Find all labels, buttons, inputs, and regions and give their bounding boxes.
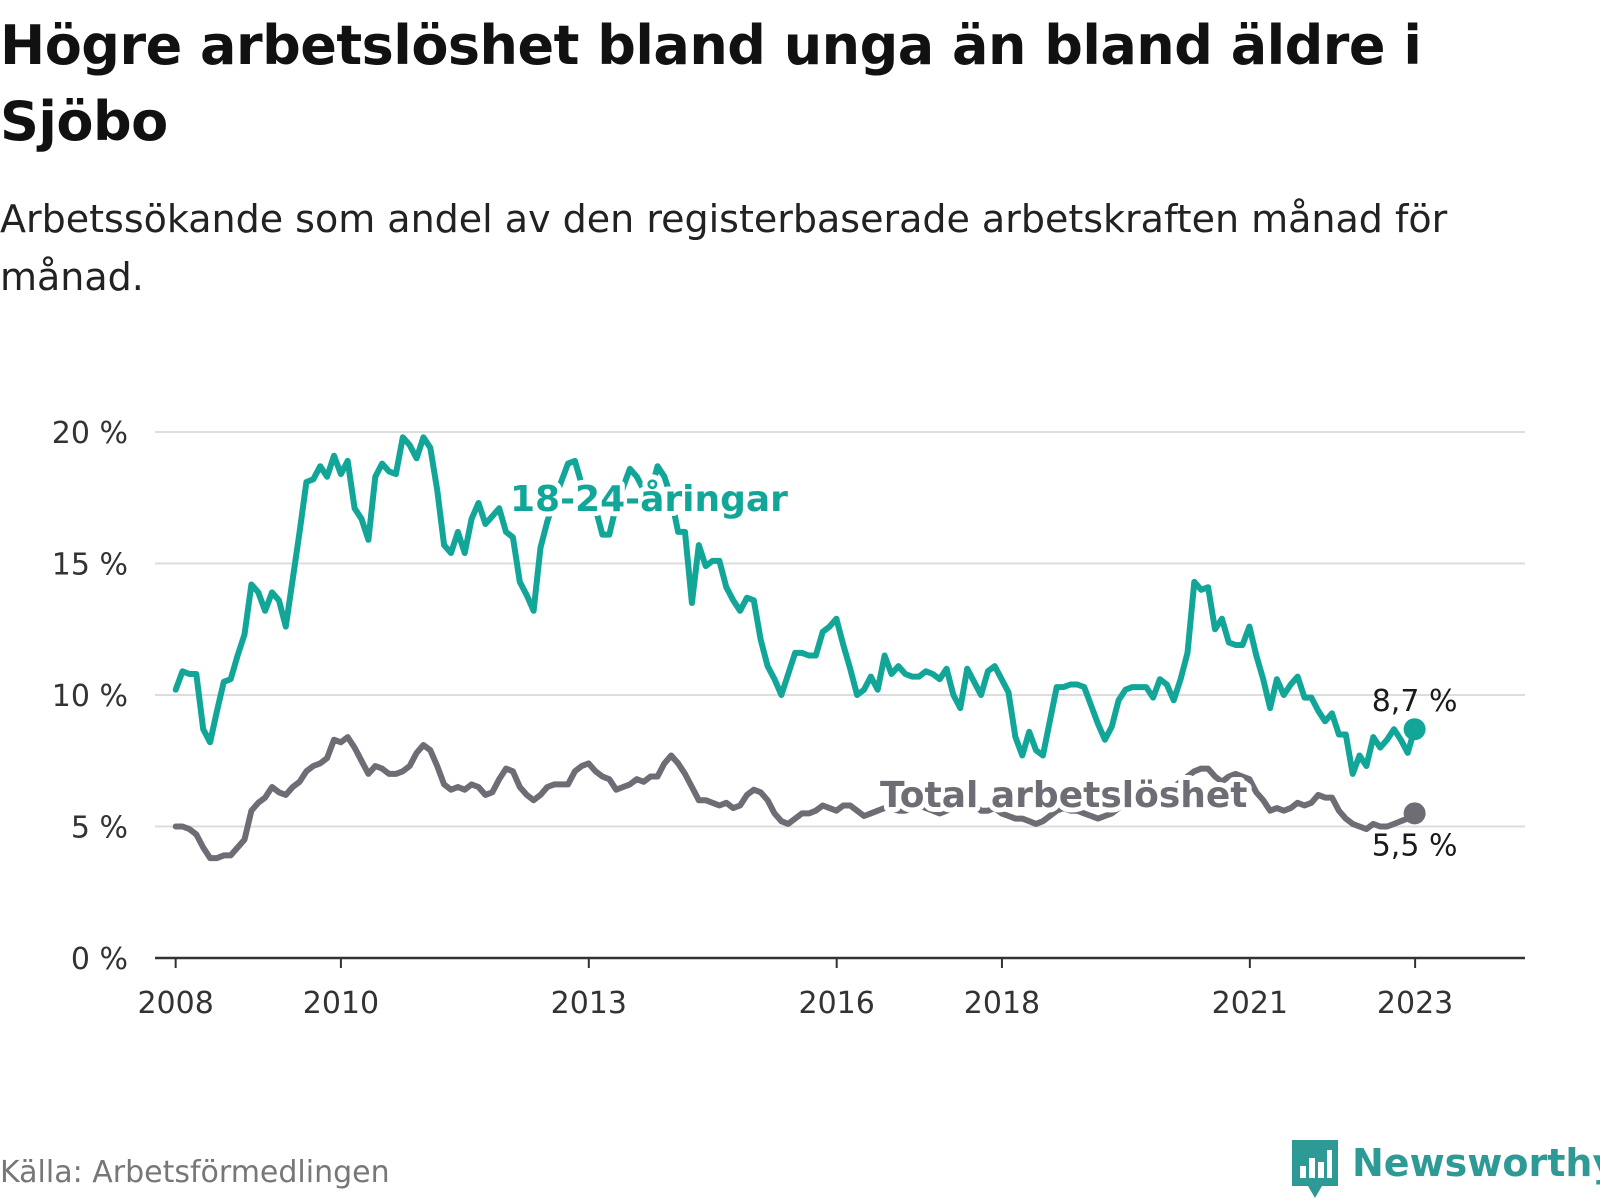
x-tick-label: 2016 (799, 986, 875, 1021)
series-label-youth: 18-24-åringar (510, 479, 788, 520)
end-value-label-youth: 8,7 % (1372, 684, 1458, 719)
y-tick-label: 0 % (71, 942, 128, 977)
chart-title: Högre arbetslöshet bland unga än bland ä… (0, 14, 1422, 153)
x-tick-label: 2018 (964, 986, 1040, 1021)
x-tick-label: 2021 (1212, 986, 1288, 1021)
series-label-total: Total arbetslöshet (880, 775, 1248, 816)
y-tick-label: 15 % (52, 548, 128, 583)
y-tick-label: 5 % (71, 811, 128, 846)
x-axis: 2008 2010 2013 2016 2018 2021 2023 (137, 956, 1525, 1021)
y-axis: 0 % 5 % 10 % 15 % 20 % (52, 416, 128, 977)
end-value-label-total: 5,5 % (1372, 828, 1458, 863)
x-tick-label: 2013 (551, 986, 627, 1021)
series-labels: 18-24-åringar Total arbetslöshet 8,7 % 5,5 … (505, 474, 1458, 863)
brand-name: Newsworthy (1352, 1141, 1600, 1185)
x-tick-label: 2023 (1377, 986, 1453, 1021)
y-tick-label: 20 % (52, 416, 128, 451)
series-line-total (172, 734, 1418, 862)
y-tick-label: 10 % (52, 679, 128, 714)
grid-lines (155, 431, 1525, 828)
end-marker-youth (1403, 718, 1426, 741)
x-tick-label: 2010 (303, 986, 379, 1021)
source-note: Källa: Arbetsförmedlingen (0, 1155, 390, 1190)
series-lines (172, 434, 1426, 862)
newsworthy-logo-icon (1292, 1140, 1338, 1198)
x-tick-label: 2008 (137, 986, 213, 1021)
series-line-youth (172, 434, 1418, 777)
end-marker-total (1403, 802, 1426, 825)
chart-subtitle: Arbetssökande som andel av den registerb… (0, 197, 1448, 299)
brand-logo[interactable]: Newsworthy (1292, 1140, 1600, 1200)
